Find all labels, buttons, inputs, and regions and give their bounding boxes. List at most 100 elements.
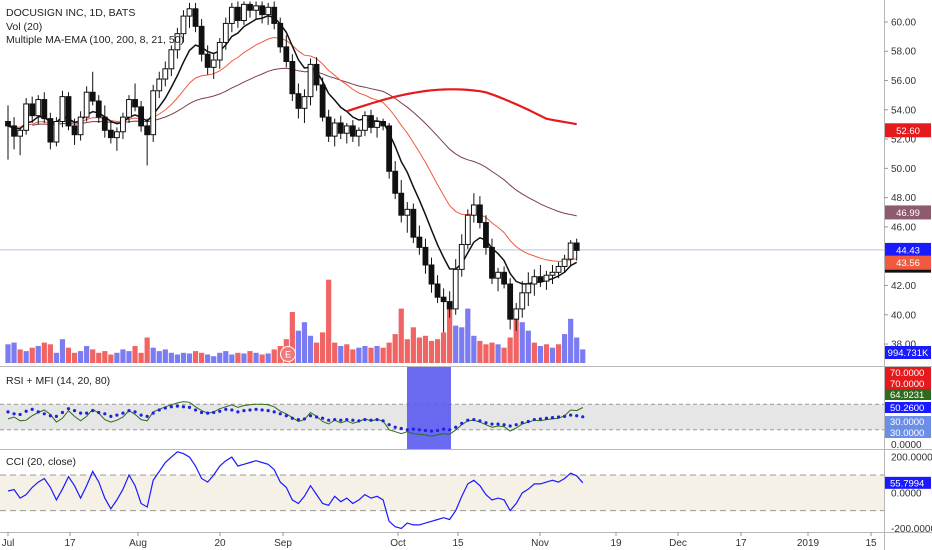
mfi-dot	[321, 416, 325, 420]
volume-bar	[41, 342, 47, 363]
candle-body	[410, 208, 417, 238]
mfi-dot	[163, 406, 167, 410]
candle-body	[362, 115, 368, 131]
price-tick-label: 56.00	[891, 76, 916, 87]
date-tick-label: 17	[735, 538, 747, 549]
price-tick-label: 48.00	[891, 193, 916, 204]
mfi-dot	[206, 411, 210, 415]
volume-bar	[235, 352, 241, 363]
rsi-upper-tag-bg	[885, 367, 931, 378]
volume-bar	[362, 346, 368, 363]
volume-bar	[441, 332, 447, 363]
mfi-dot	[454, 425, 458, 429]
mfi-dot	[278, 412, 282, 416]
mfi-dot	[54, 414, 59, 418]
candle-body	[428, 264, 435, 285]
mfi-dot	[72, 409, 77, 413]
candles[interactable]	[5, 1, 580, 333]
candle-body	[120, 116, 126, 133]
candle-body	[71, 125, 78, 136]
volume-bar	[295, 330, 301, 363]
mfi-dot	[60, 410, 65, 415]
rsi-mfi-pane	[0, 367, 884, 449]
candle-body	[150, 90, 157, 136]
date-tick-label: Aug	[129, 538, 147, 549]
mfi-dot	[369, 418, 373, 422]
mfi-dot	[333, 417, 337, 422]
candle-body	[386, 125, 393, 172]
mfi-dot	[538, 417, 543, 421]
mfi-dot	[224, 407, 228, 411]
candle-body	[29, 103, 36, 117]
volume-bar	[5, 344, 11, 363]
volume-bar	[344, 344, 350, 363]
volume-bar	[192, 351, 199, 363]
candle-body	[567, 242, 574, 260]
volume-bar	[356, 347, 362, 363]
mfi-dot	[575, 414, 579, 418]
candle-body	[168, 49, 175, 70]
ema-8-marker	[885, 269, 931, 273]
mfi-dot	[478, 419, 482, 423]
price-tick-label: 60.00	[891, 17, 916, 28]
mfi-dot	[97, 410, 101, 415]
volume-bar	[90, 349, 96, 363]
candle-body	[198, 25, 205, 55]
mfi-dot	[24, 409, 28, 413]
candle-body	[495, 271, 501, 279]
mfi-dot	[339, 418, 343, 422]
volume-bar	[186, 353, 193, 363]
candle-body	[519, 292, 526, 310]
volume-bar	[120, 349, 126, 363]
candle-body	[501, 271, 508, 285]
candle-body	[174, 33, 181, 51]
volume-bar	[374, 346, 380, 363]
mfi-dot	[345, 417, 349, 422]
date-tick-label: 20	[214, 538, 226, 549]
mfi-dot	[520, 421, 524, 425]
candle-body	[446, 301, 453, 310]
mfi-dot	[121, 411, 125, 415]
volume-bar	[543, 344, 550, 363]
candle-body	[126, 99, 132, 118]
mfi-dot	[133, 410, 137, 414]
mfi-dot	[314, 415, 319, 419]
candle-body	[47, 118, 54, 143]
mfi-dot	[103, 412, 107, 416]
date-tick-label: Dec	[669, 538, 687, 549]
cci-tag: 55.7994	[890, 478, 924, 489]
candle-body	[477, 204, 483, 224]
volume-bar	[501, 347, 507, 363]
price-tag-label: 52.60	[896, 126, 920, 137]
mfi-value-tag: 50.2600	[890, 403, 924, 414]
price-tick-label: 58.00	[891, 47, 916, 58]
candle-body	[204, 53, 211, 68]
volume-bar	[241, 353, 247, 363]
volume-bar	[483, 344, 489, 363]
mfi-dot	[296, 417, 300, 422]
candle-body	[289, 60, 296, 95]
candle-body	[253, 5, 259, 11]
rsi-upper-tag-bg	[885, 378, 931, 389]
price-tag-bg	[885, 242, 931, 257]
candle-body	[162, 68, 169, 80]
volume-bar	[47, 344, 53, 363]
volume-indicator-label: Vol (20)	[6, 21, 42, 33]
volume-bar	[489, 342, 495, 363]
volume-bar	[223, 351, 229, 363]
candle-body	[470, 204, 477, 216]
volume-bar	[144, 337, 150, 363]
mfi-dot	[36, 410, 40, 414]
earnings-marker[interactable]: E	[280, 346, 296, 362]
ma-indicator-label: Multiple MA-EMA (100, 200, 8, 21, 50)	[6, 34, 184, 46]
price-axis[interactable]: 60.00 58.00 56.00 54.00 52.00 50.00 48.00 46.00…	[884, 17, 932, 535]
mfi-dot	[496, 422, 500, 426]
volume-bar	[368, 347, 374, 363]
volume-bar	[507, 337, 513, 363]
volume-tag-bg	[885, 346, 931, 359]
mfi-dot	[242, 409, 246, 413]
candle-body	[525, 283, 532, 294]
date-axis[interactable]: Jul 17 Aug 20 Sep Oct 15 Nov 19 Dec 17 2019 15	[2, 532, 877, 549]
candle-body	[83, 91, 90, 118]
